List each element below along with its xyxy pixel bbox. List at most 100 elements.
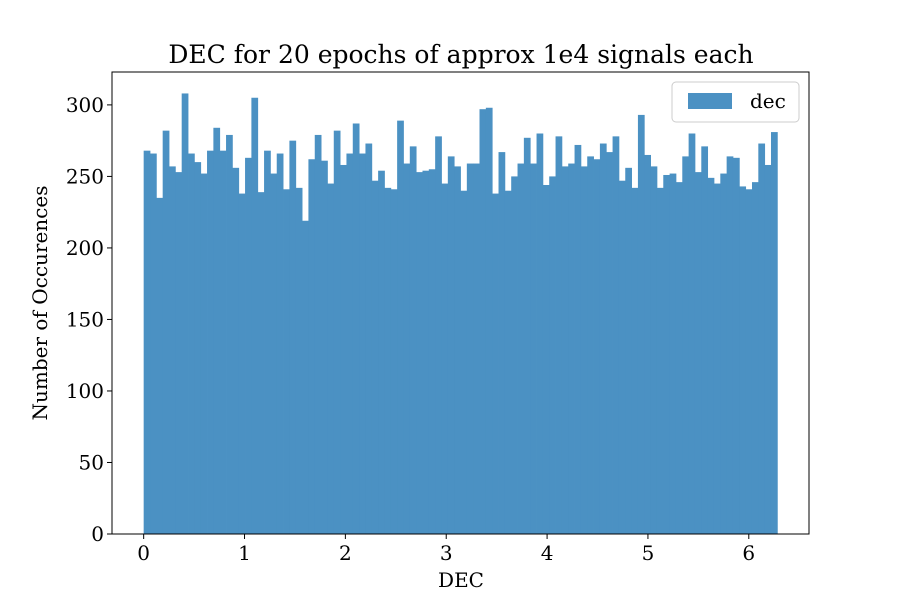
x-tick-label: 1 — [238, 541, 251, 565]
y-axis: 0 50 100 150 200 250 300 — [66, 93, 112, 546]
histogram-bar — [726, 156, 734, 535]
histogram-bar — [321, 160, 328, 534]
histogram-bar — [314, 134, 322, 534]
histogram-bar — [523, 137, 531, 535]
histogram-bar — [213, 127, 221, 535]
x-tick-label: 4 — [541, 541, 554, 565]
histogram-bar — [428, 169, 436, 534]
histogram-bar — [561, 166, 569, 535]
histogram-bar — [416, 172, 423, 534]
histogram-bar — [644, 154, 651, 534]
histogram-bar — [333, 130, 341, 534]
histogram-bar — [713, 183, 721, 534]
chart-title: DEC for 20 epochs of approx 1e4 signals … — [168, 40, 753, 69]
histogram-bar — [473, 163, 480, 534]
histogram-bar — [460, 190, 468, 534]
histogram-bar — [663, 174, 671, 534]
y-tick-label: 200 — [66, 236, 104, 260]
histogram-bar — [352, 123, 360, 535]
histogram-bar — [276, 153, 284, 534]
histogram-bar — [568, 163, 575, 534]
histogram-bar — [650, 166, 658, 535]
histogram-bar — [447, 156, 455, 535]
histogram-bar — [770, 132, 778, 534]
histogram-bar — [580, 166, 588, 535]
histogram-bar — [751, 182, 759, 534]
histogram-bar — [384, 187, 392, 534]
y-tick-label: 100 — [66, 379, 104, 403]
histogram-bar — [694, 172, 702, 534]
histogram-bar — [226, 134, 233, 534]
histogram-bar — [238, 193, 246, 534]
histogram-bar — [466, 163, 474, 534]
histogram-bar — [295, 187, 303, 534]
legend: dec — [671, 81, 800, 123]
histogram-bar — [143, 150, 151, 534]
histogram-bar — [618, 180, 626, 535]
legend-swatch-dec — [688, 93, 732, 109]
histogram-bar — [701, 146, 709, 534]
histogram-bar — [555, 136, 563, 534]
histogram-bar — [764, 164, 772, 534]
y-tick-label: 50 — [79, 450, 104, 474]
histogram-bar — [365, 143, 373, 534]
histogram-bar — [739, 186, 747, 534]
histogram-bar — [492, 193, 499, 534]
histogram-bar — [194, 162, 202, 534]
histogram-bar — [656, 187, 664, 534]
histogram-bar — [574, 144, 582, 534]
y-tick-label: 0 — [91, 522, 104, 546]
histogram-bar — [175, 172, 183, 534]
histogram-bar — [625, 167, 632, 534]
histogram-bar — [181, 93, 189, 534]
legend-label-dec: dec — [750, 89, 786, 113]
histogram-bar — [454, 166, 461, 535]
histogram-bar — [156, 197, 164, 534]
x-axis: 0 1 2 3 4 5 6 — [137, 534, 755, 565]
histogram-bar — [637, 114, 645, 534]
x-tick-label: 2 — [339, 541, 352, 565]
histogram-bar — [390, 189, 398, 535]
histogram-bar — [169, 166, 176, 535]
histogram-bar — [188, 153, 195, 534]
histogram-bar — [302, 220, 309, 534]
histogram-bar — [587, 156, 594, 535]
histogram-bar — [631, 187, 639, 534]
histogram-bar — [409, 146, 417, 534]
histogram-bar — [485, 107, 493, 534]
x-tick-label: 6 — [742, 541, 755, 565]
x-tick-label: 5 — [642, 541, 655, 565]
histogram-bar — [612, 136, 620, 534]
histogram-bar — [340, 164, 347, 534]
histogram-bar — [517, 163, 525, 534]
histogram-bar — [422, 170, 430, 535]
histogram-bar — [219, 150, 227, 534]
histogram-bar — [669, 173, 677, 534]
x-tick-label: 0 — [137, 541, 150, 565]
histogram-bar — [346, 153, 354, 534]
histogram-bar — [441, 183, 449, 534]
y-tick-label: 250 — [66, 164, 104, 188]
histogram-bar — [403, 163, 411, 534]
histogram-bar — [675, 182, 683, 534]
histogram-bar — [207, 150, 214, 534]
histogram-bar — [549, 176, 556, 534]
histogram-bar — [745, 189, 753, 535]
histogram-bar — [498, 152, 506, 535]
axes-frame — [111, 71, 810, 535]
histogram-bar — [359, 153, 366, 534]
x-axis-label: DEC — [438, 568, 484, 592]
histogram-bar — [270, 173, 278, 534]
histogram-bar — [251, 97, 259, 535]
legend-box — [671, 81, 800, 123]
histogram-bar — [200, 173, 208, 534]
histogram-bar — [593, 159, 601, 534]
histogram-bar — [732, 157, 740, 534]
histogram-bar — [289, 140, 297, 534]
y-tick-label: 300 — [66, 93, 104, 117]
y-tick-label: 150 — [66, 307, 104, 331]
y-axis-label: Number of Occurences — [28, 186, 52, 421]
histogram-bar — [371, 180, 379, 535]
histogram-bar — [245, 157, 252, 534]
histogram-bar — [758, 143, 766, 534]
